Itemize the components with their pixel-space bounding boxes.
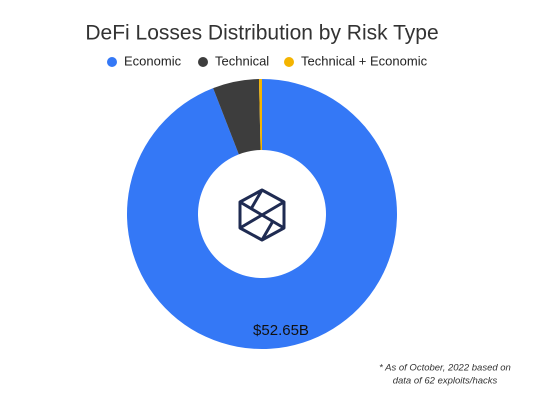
annotation: * As of October, 2022 based on	[379, 363, 511, 374]
legend-label: Technical	[215, 53, 269, 68]
legend-label: Technical + Economic	[301, 53, 428, 68]
slice	[126, 79, 397, 349]
data-label: $52.65B	[253, 322, 309, 339]
legend-swatch	[198, 57, 208, 67]
slice	[213, 79, 261, 155]
slice	[258, 79, 262, 151]
legend-swatch	[284, 57, 294, 67]
donut	[126, 79, 397, 349]
chart-title: DeFi Losses Distribution by Risk Type	[85, 22, 438, 45]
annotation: data of 62 exploits/hacks	[393, 376, 498, 387]
logo	[238, 188, 286, 242]
logo-line	[249, 189, 264, 210]
logo-line	[260, 220, 275, 241]
logo-line	[239, 213, 285, 230]
legend-label: Economic	[124, 53, 182, 68]
legend-swatch	[107, 57, 117, 67]
